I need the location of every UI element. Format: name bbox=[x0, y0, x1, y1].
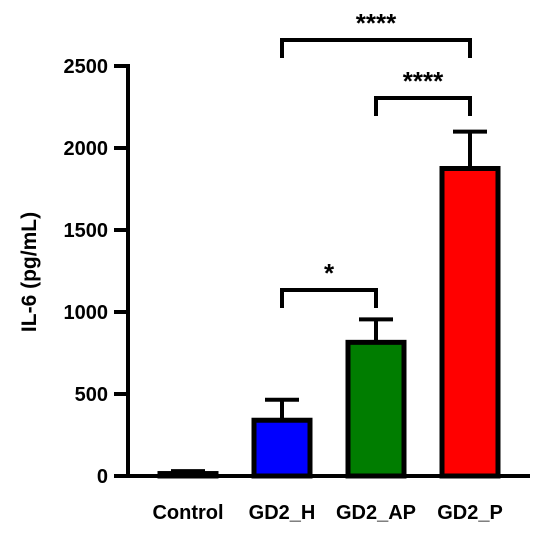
significance-bracket bbox=[374, 96, 472, 116]
significance-bracket bbox=[280, 38, 472, 58]
y-tick-label: 2500 bbox=[64, 56, 109, 78]
y-tick-label: 2000 bbox=[64, 138, 109, 160]
y-axis-title: IL-6 (pg/mL) bbox=[18, 212, 41, 332]
y-tick-label: 1000 bbox=[64, 302, 109, 324]
bar-gd2_p bbox=[439, 166, 501, 479]
significance-label: * bbox=[324, 258, 335, 288]
bar-gd2_ap bbox=[345, 339, 407, 479]
axes-layer: 0 500 1000 1500 2000 2500 Control GD2_H GD2_AP GD… bbox=[64, 56, 530, 524]
significance-label: **** bbox=[356, 8, 397, 38]
x-tick-label: GD2_AP bbox=[336, 502, 416, 524]
significance-layer: ********* bbox=[280, 8, 472, 308]
bars-layer bbox=[157, 129, 501, 479]
y-tick-label: 0 bbox=[97, 466, 108, 488]
x-tick-label: Control bbox=[152, 502, 223, 524]
x-tick-label: GD2_P bbox=[437, 502, 503, 524]
significance-bracket bbox=[280, 288, 378, 308]
significance-label: **** bbox=[403, 66, 444, 96]
y-tick-label: 1500 bbox=[64, 220, 109, 242]
x-tick-label: GD2_H bbox=[249, 502, 316, 524]
bar-gd2_h bbox=[251, 417, 313, 479]
y-tick-label: 500 bbox=[75, 384, 108, 406]
